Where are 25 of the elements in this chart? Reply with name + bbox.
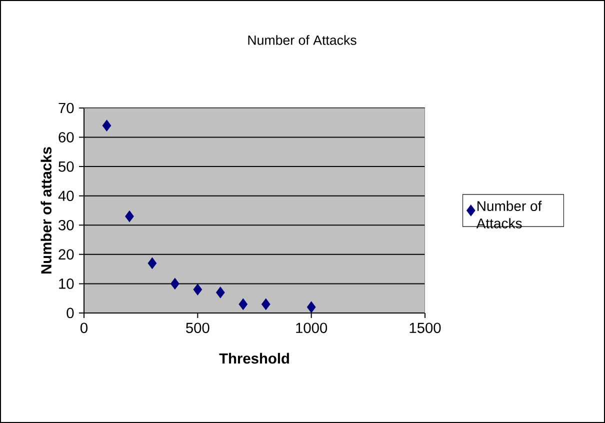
y-tick-label: 10 xyxy=(59,278,74,289)
point xyxy=(306,301,316,313)
y-axis-title: Number of attacks xyxy=(40,147,52,274)
point xyxy=(261,298,270,310)
point xyxy=(193,284,202,296)
point xyxy=(170,278,180,290)
chart-title: Number of Attacks xyxy=(248,35,356,45)
x-tick-label: 1000 xyxy=(296,322,328,334)
y-tick-label: 70 xyxy=(58,102,74,114)
x-tick-label: 0 xyxy=(80,322,88,334)
point xyxy=(148,257,157,269)
legend-label: Number of Attacks xyxy=(476,200,542,228)
x-axis-title: Threshold xyxy=(219,352,289,364)
y-tick-label: 0 xyxy=(66,308,74,318)
point xyxy=(102,120,112,132)
y-tick-label: 20 xyxy=(58,249,74,260)
y-tick-label: 60 xyxy=(58,132,74,142)
x-tick-label: 1500 xyxy=(410,322,441,334)
point xyxy=(216,286,225,298)
point xyxy=(125,210,134,222)
y-tick-label: 40 xyxy=(58,190,74,202)
y-tick-label: 30 xyxy=(58,220,74,230)
point xyxy=(238,298,248,310)
y-tick-label: 50 xyxy=(58,161,74,172)
x-tick-label: 500 xyxy=(186,322,210,334)
